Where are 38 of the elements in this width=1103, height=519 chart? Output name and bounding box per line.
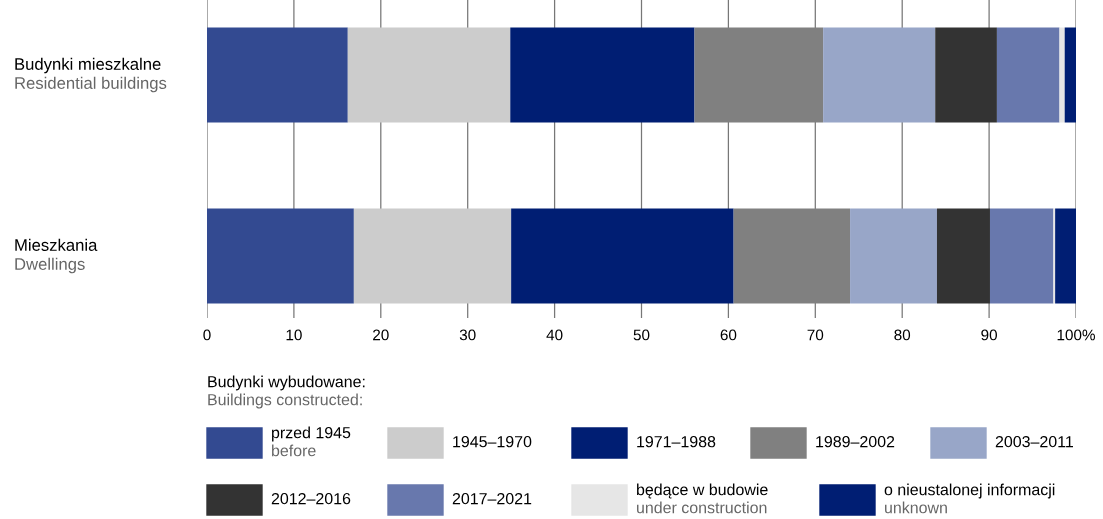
y-tick-label: Budynki mieszkalne Residential buildings <box>15 57 167 93</box>
legend-label: będące w budowie under construction <box>637 483 768 514</box>
bar <box>511 208 734 304</box>
legend-label: 1989–2002 <box>816 435 895 448</box>
x-tick-label: 60 <box>720 329 737 341</box>
x-tick-label: 50 <box>633 329 650 341</box>
legend-label: przed 1945 before <box>272 426 351 457</box>
bar <box>1059 27 1065 123</box>
x-tick-label: 0 <box>203 329 211 341</box>
legend-label: 1945–1970 <box>453 435 532 448</box>
bar <box>850 208 937 304</box>
legend-label: 2003–2011 <box>995 435 1073 448</box>
x-tick-label: 70 <box>807 329 824 341</box>
bar <box>989 208 1054 304</box>
bar <box>1055 208 1076 304</box>
bar <box>823 27 936 123</box>
bar <box>935 27 997 123</box>
bar <box>936 208 990 304</box>
bar <box>207 208 354 304</box>
legend-label: o nieustalonej informacji unknown <box>884 483 1055 514</box>
bar <box>510 27 695 123</box>
x-tick-label: 100% <box>1057 329 1095 341</box>
bar <box>353 208 512 304</box>
legend-label: 2012–2016 <box>271 492 351 505</box>
x-tick-label: 90 <box>981 329 997 341</box>
bar <box>207 27 348 123</box>
bar <box>347 27 511 123</box>
x-tick-label: 30 <box>459 329 476 341</box>
x-tick-label: 20 <box>373 329 389 341</box>
bar <box>996 27 1060 123</box>
x-tick-label: 40 <box>546 329 563 341</box>
y-tick-label: Mieszkania Dwellings <box>15 238 98 274</box>
legend-title: Budynki wybudowane: Buildings constructed: <box>208 375 365 409</box>
legend-label: 1971–1988 <box>637 435 716 448</box>
x-tick-label: 80 <box>894 329 911 341</box>
x-tick-label: 10 <box>286 329 302 341</box>
legend-label: 2017–2021 <box>452 492 532 505</box>
bar <box>1064 27 1076 123</box>
